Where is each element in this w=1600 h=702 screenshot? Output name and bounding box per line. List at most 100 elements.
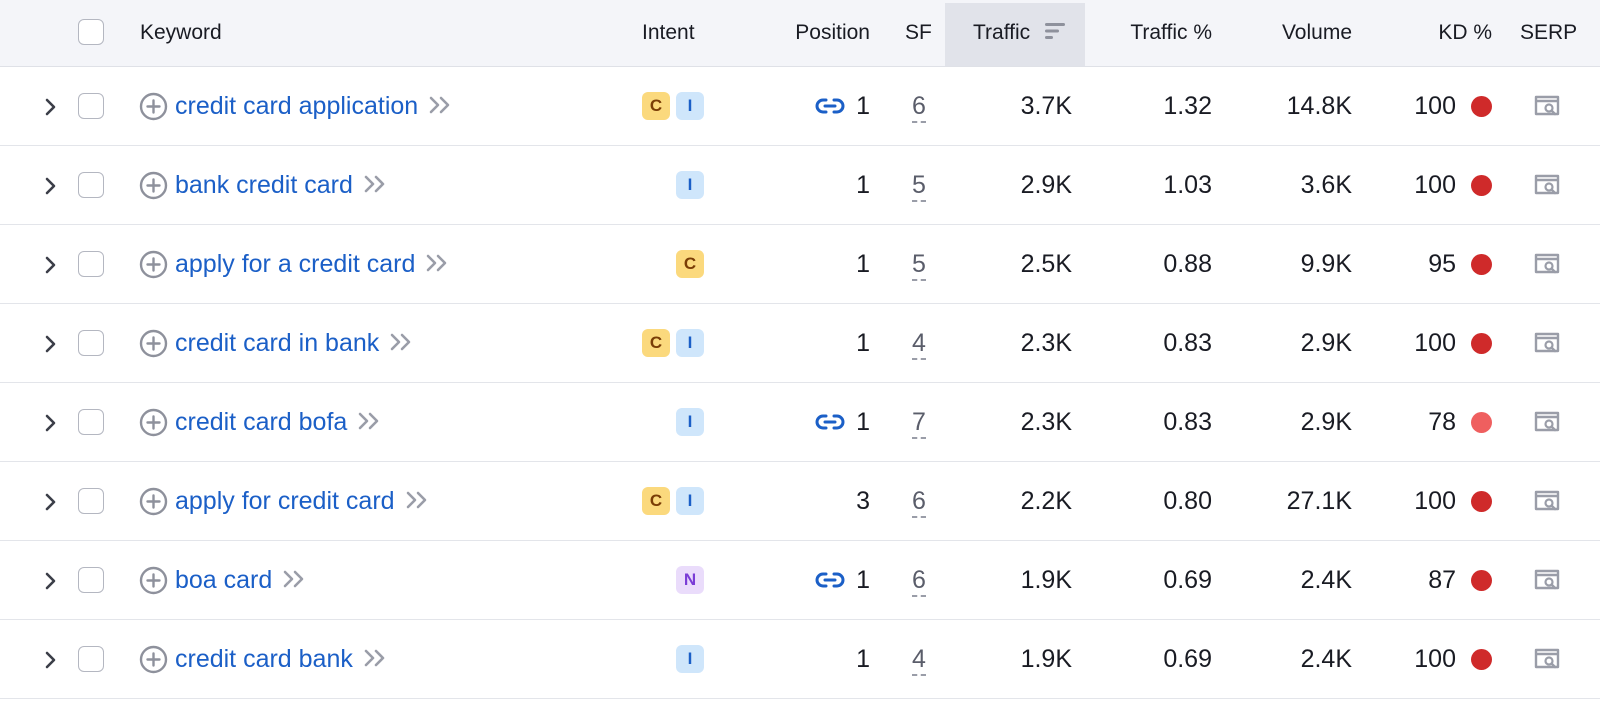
keyword-link[interactable]: boa card <box>175 541 308 619</box>
row-checkbox[interactable] <box>78 409 104 435</box>
column-header-position[interactable]: Position <box>795 21 870 44</box>
serp-features-count[interactable]: 4 <box>904 620 934 698</box>
table-header: Keyword Intent Position SF Traffic Traff… <box>0 0 1600 67</box>
serp-preview-icon[interactable] <box>1533 92 1561 120</box>
intent-badge-i: I <box>676 171 704 199</box>
chevron-right-icon[interactable] <box>40 648 60 672</box>
double-chevron-right-icon[interactable] <box>357 410 383 432</box>
chevron-right-icon[interactable] <box>40 569 60 593</box>
add-keyword-icon[interactable] <box>139 250 168 279</box>
chevron-right-icon[interactable] <box>40 332 60 356</box>
add-keyword-icon[interactable] <box>139 487 168 516</box>
serp-preview-icon[interactable] <box>1533 408 1561 436</box>
volume-value: 2.4K <box>1300 645 1352 673</box>
add-keyword-icon[interactable] <box>139 329 168 358</box>
row-checkbox[interactable] <box>78 488 104 514</box>
column-header-kd[interactable]: KD % <box>1438 21 1492 44</box>
volume-value: 9.9K <box>1300 250 1352 278</box>
serp-preview-icon[interactable] <box>1533 566 1561 594</box>
column-header-volume[interactable]: Volume <box>1281 21 1352 44</box>
traffic-pct-value: 1.32 <box>1163 92 1212 120</box>
traffic-sorted-column-bg <box>945 3 1085 66</box>
chevron-right-icon[interactable] <box>40 253 60 277</box>
intent-badge-i: I <box>676 92 704 120</box>
column-header-traffic[interactable]: Traffic <box>973 0 1066 66</box>
position-value: 1 <box>856 92 870 120</box>
keyword-link[interactable]: credit card bank <box>175 620 389 698</box>
keyword-text: credit card bofa <box>175 408 348 436</box>
traffic-value: 2.2K <box>1020 487 1072 515</box>
double-chevron-right-icon[interactable] <box>405 489 431 511</box>
column-header-traffic-pct[interactable]: Traffic % <box>1130 21 1212 44</box>
add-keyword-icon[interactable] <box>139 408 168 437</box>
column-header-intent: Intent <box>642 21 695 44</box>
row-checkbox[interactable] <box>78 93 104 119</box>
intent-badges: N <box>676 566 704 594</box>
serp-preview-icon[interactable] <box>1533 171 1561 199</box>
keyword-link[interactable]: apply for a credit card <box>175 225 451 303</box>
serp-features-value: 5 <box>912 171 926 202</box>
select-all-checkbox[interactable] <box>78 19 104 45</box>
link-icon <box>815 414 845 430</box>
double-chevron-right-icon[interactable] <box>428 94 454 116</box>
position-value: 1 <box>856 329 870 357</box>
keyword-text: credit card application <box>175 92 419 120</box>
intent-badges: I <box>676 645 704 673</box>
table-row: credit card bofa I 1 7 2.3K 0.83 2.9K 78 <box>0 383 1600 462</box>
intent-badge-n: N <box>676 566 704 594</box>
serp-features-count[interactable]: 5 <box>904 225 934 303</box>
chevron-right-icon[interactable] <box>40 490 60 514</box>
add-keyword-icon[interactable] <box>139 645 168 674</box>
chevron-right-icon[interactable] <box>40 411 60 435</box>
chevron-right-icon[interactable] <box>40 174 60 198</box>
serp-preview-icon[interactable] <box>1533 487 1561 515</box>
serp-features-count[interactable]: 4 <box>904 304 934 382</box>
kd-difficulty-dot <box>1471 175 1492 196</box>
serp-features-count[interactable]: 6 <box>904 67 934 145</box>
add-keyword-icon[interactable] <box>139 171 168 200</box>
serp-features-count[interactable]: 5 <box>904 146 934 224</box>
traffic-value: 1.9K <box>1020 566 1072 594</box>
column-header-keyword[interactable]: Keyword <box>140 21 222 44</box>
double-chevron-right-icon[interactable] <box>363 647 389 669</box>
column-header-sf[interactable]: SF <box>905 21 932 44</box>
serp-features-count[interactable]: 6 <box>904 541 934 619</box>
serp-features-value: 4 <box>912 329 926 360</box>
kd-difficulty-dot <box>1471 333 1492 354</box>
add-keyword-icon[interactable] <box>139 92 168 121</box>
serp-preview-icon[interactable] <box>1533 329 1561 357</box>
keyword-link[interactable]: apply for credit card <box>175 462 431 540</box>
row-checkbox[interactable] <box>78 330 104 356</box>
row-checkbox[interactable] <box>78 646 104 672</box>
chevron-right-icon[interactable] <box>40 95 60 119</box>
double-chevron-right-icon[interactable] <box>389 331 415 353</box>
kd-value: 78 <box>1428 408 1456 436</box>
kd-value: 95 <box>1428 250 1456 278</box>
serp-features-count[interactable]: 7 <box>904 383 934 461</box>
keyword-link[interactable]: credit card in bank <box>175 304 415 382</box>
row-checkbox[interactable] <box>78 567 104 593</box>
serp-preview-icon[interactable] <box>1533 250 1561 278</box>
serp-features-count[interactable]: 6 <box>904 462 934 540</box>
kd-difficulty-dot <box>1471 412 1492 433</box>
row-checkbox[interactable] <box>78 251 104 277</box>
serp-features-value: 7 <box>912 408 926 439</box>
column-header-serp: SERP <box>1520 21 1578 44</box>
row-checkbox[interactable] <box>78 172 104 198</box>
keyword-link[interactable]: credit card application <box>175 67 454 145</box>
table-row: apply for a credit card C 1 5 2.5K 0.88 … <box>0 225 1600 304</box>
kd-value: 100 <box>1414 645 1456 673</box>
intent-badges: I <box>676 171 704 199</box>
double-chevron-right-icon[interactable] <box>282 568 308 590</box>
double-chevron-right-icon[interactable] <box>425 252 451 274</box>
double-chevron-right-icon[interactable] <box>363 173 389 195</box>
kd-difficulty-dot <box>1471 96 1492 117</box>
serp-preview-icon[interactable] <box>1533 645 1561 673</box>
keyword-link[interactable]: credit card bofa <box>175 383 383 461</box>
add-keyword-icon[interactable] <box>139 566 168 595</box>
intent-badge-c: C <box>642 329 670 357</box>
intent-badge-i: I <box>676 408 704 436</box>
keyword-link[interactable]: bank credit card <box>175 146 389 224</box>
